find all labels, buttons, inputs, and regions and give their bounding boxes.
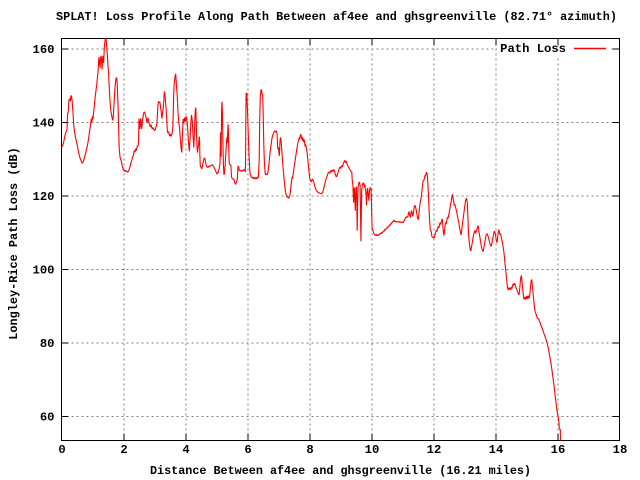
svg-text:Path Loss: Path Loss bbox=[500, 42, 566, 56]
svg-text:120: 120 bbox=[33, 190, 55, 204]
svg-text:140: 140 bbox=[33, 116, 55, 130]
svg-text:60: 60 bbox=[40, 410, 55, 424]
svg-text:14: 14 bbox=[489, 443, 504, 457]
svg-text:2: 2 bbox=[120, 443, 127, 457]
svg-text:Distance Between af4ee and ghs: Distance Between af4ee and ghsgreenville… bbox=[150, 464, 531, 478]
svg-text:SPLAT! Loss Profile Along Path: SPLAT! Loss Profile Along Path Between a… bbox=[56, 10, 617, 24]
svg-text:16: 16 bbox=[551, 443, 566, 457]
svg-text:6: 6 bbox=[244, 443, 251, 457]
svg-text:0: 0 bbox=[58, 443, 65, 457]
svg-text:18: 18 bbox=[613, 443, 628, 457]
svg-text:80: 80 bbox=[40, 337, 55, 351]
svg-text:160: 160 bbox=[33, 43, 55, 57]
svg-text:Longley-Rice Path Loss (dB): Longley-Rice Path Loss (dB) bbox=[7, 147, 21, 340]
svg-text:12: 12 bbox=[427, 443, 442, 457]
svg-text:10: 10 bbox=[365, 443, 380, 457]
svg-text:4: 4 bbox=[182, 443, 189, 457]
svg-text:100: 100 bbox=[33, 263, 55, 277]
svg-text:8: 8 bbox=[306, 443, 313, 457]
